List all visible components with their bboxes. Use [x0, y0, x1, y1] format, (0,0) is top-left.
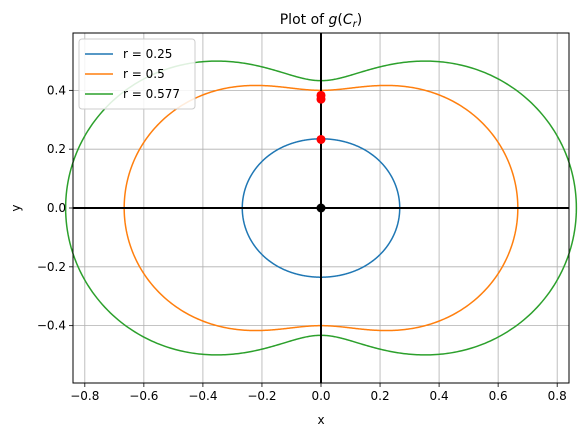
x-tick-label: 0.6 — [489, 389, 508, 403]
x-tick-label: 0.0 — [311, 389, 330, 403]
x-axis-label: x — [317, 413, 324, 427]
ticks: −0.8 −0.6 −0.4 −0.2 0.0 0.2 0.4 0.6 0.8 −0.4 −0.2 0… — [37, 83, 567, 403]
y-tick-label: 0.2 — [47, 142, 66, 156]
y-axis-label: y — [9, 204, 23, 211]
x-tick-label: 0.2 — [371, 389, 390, 403]
legend-label: r = 0.577 — [123, 87, 180, 101]
legend-label: r = 0.25 — [123, 47, 172, 61]
x-tick-label: −0.8 — [70, 389, 99, 403]
legend-box — [78, 38, 196, 110]
legend: r = 0.25 r = 0.5 r = 0.577 — [78, 38, 196, 110]
y-tick-label: −0.4 — [37, 319, 66, 333]
markers — [316, 90, 326, 213]
data-point — [316, 90, 326, 100]
x-tick-label: −0.4 — [188, 389, 217, 403]
data-point — [316, 134, 326, 144]
x-tick-label: 0.8 — [548, 389, 567, 403]
chart-title: Plot of g(Cr) — [280, 12, 363, 30]
x-tick-label: −0.6 — [129, 389, 158, 403]
y-tick-label: −0.2 — [37, 260, 66, 274]
x-tick-label: 0.4 — [430, 389, 449, 403]
y-tick-label: 0.4 — [47, 83, 66, 97]
legend-label: r = 0.5 — [123, 67, 165, 81]
y-tick-label: 0.0 — [47, 201, 66, 215]
x-tick-label: −0.2 — [247, 389, 276, 403]
data-point — [316, 203, 326, 213]
